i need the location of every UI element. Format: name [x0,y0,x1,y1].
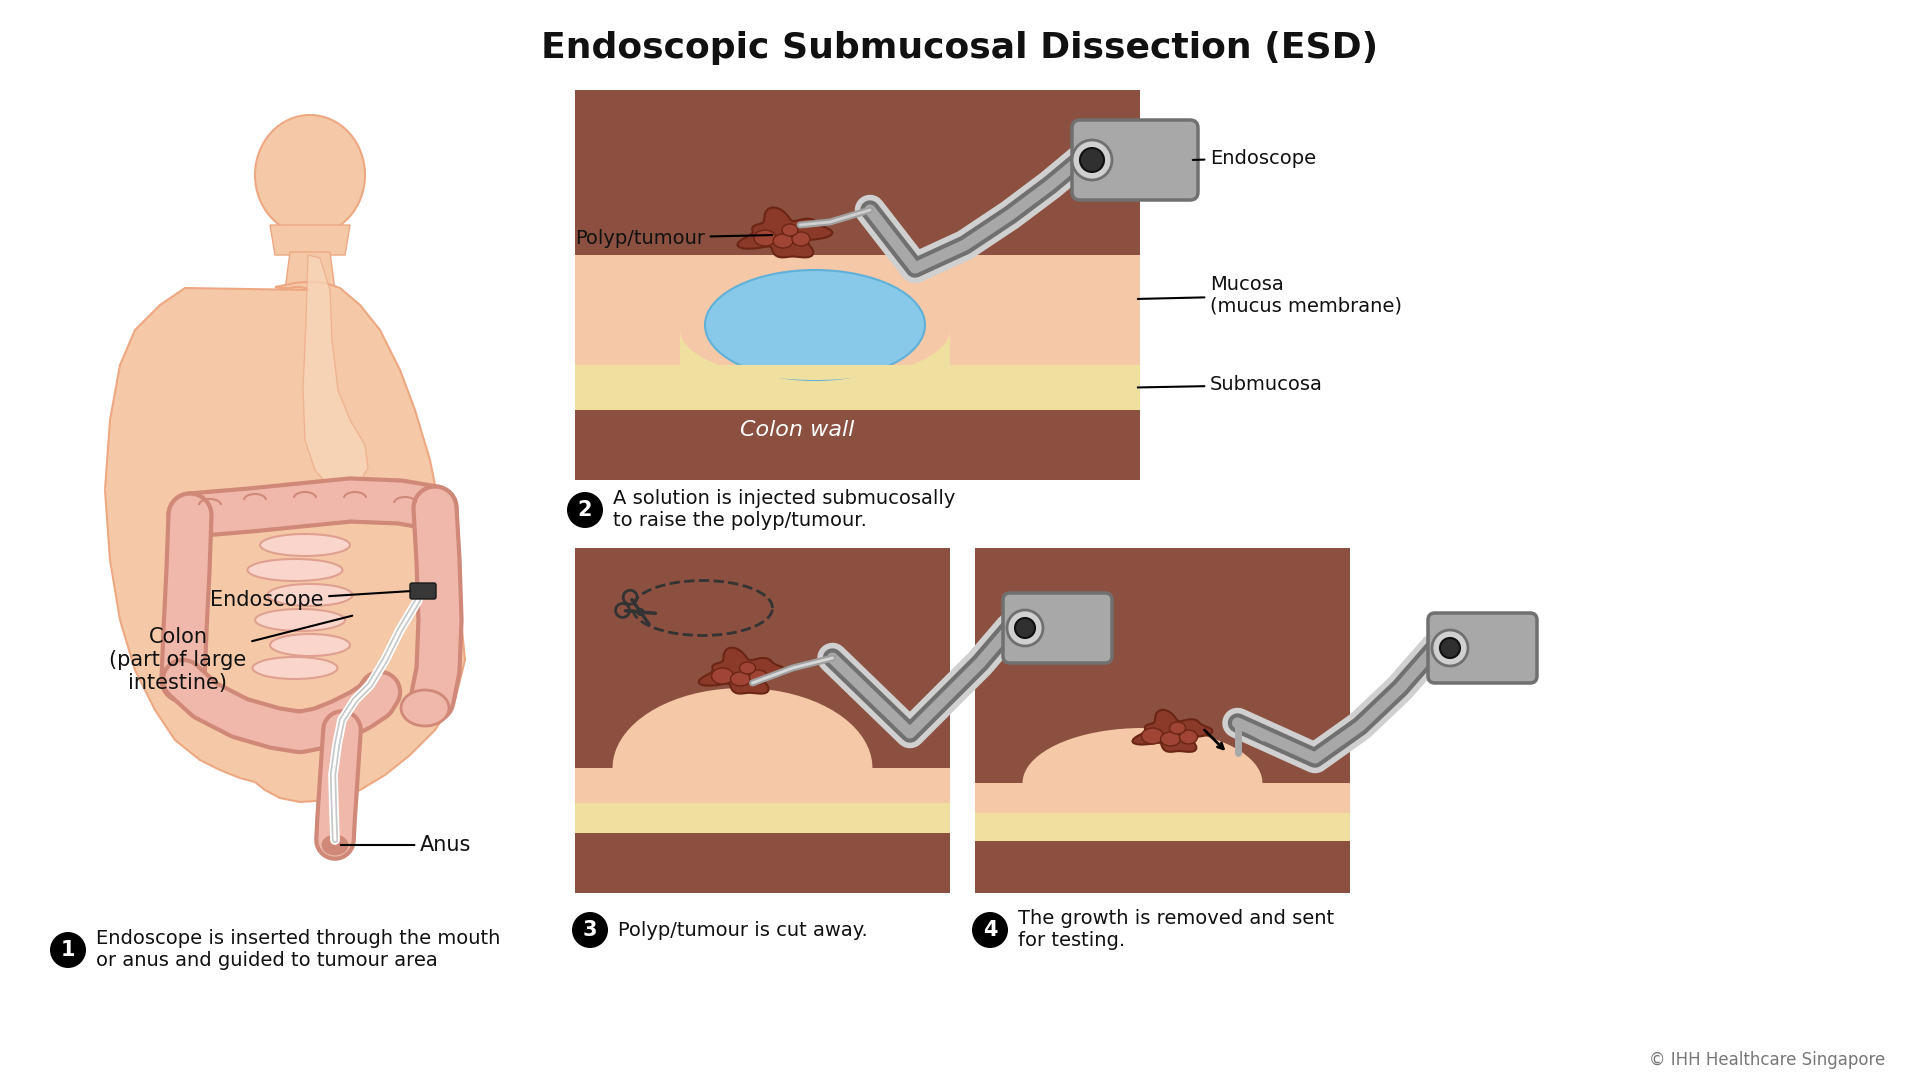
Text: Endoscopic Submucosal Dissection (ESD): Endoscopic Submucosal Dissection (ESD) [541,31,1379,65]
Ellipse shape [255,114,365,235]
Text: A solution is injected submucosally
to raise the polyp/tumour.: A solution is injected submucosally to r… [612,489,956,530]
FancyBboxPatch shape [1002,593,1112,663]
Polygon shape [574,548,950,893]
Circle shape [637,608,645,616]
Text: Endoscope: Endoscope [1192,148,1315,167]
Polygon shape [271,225,349,255]
Text: Anus: Anus [340,835,472,855]
Ellipse shape [323,836,348,854]
Ellipse shape [255,609,346,631]
Polygon shape [574,804,950,833]
Polygon shape [106,291,200,500]
Circle shape [572,912,609,948]
Ellipse shape [739,662,755,674]
Text: 4: 4 [983,920,996,940]
Text: Endoscope: Endoscope [209,590,409,610]
Ellipse shape [755,230,776,246]
FancyBboxPatch shape [1428,613,1538,683]
Polygon shape [699,648,787,693]
Polygon shape [1133,710,1213,752]
Ellipse shape [1169,723,1185,734]
Ellipse shape [271,634,349,656]
Ellipse shape [781,224,799,237]
Polygon shape [975,813,1350,841]
Text: The growth is removed and sent
for testing.: The growth is removed and sent for testi… [1018,909,1334,950]
Text: Submucosa: Submucosa [1139,376,1323,394]
Polygon shape [574,255,1140,365]
Ellipse shape [791,232,810,246]
Text: Colon wall: Colon wall [741,420,854,440]
Ellipse shape [705,270,925,380]
Polygon shape [975,548,1350,893]
Ellipse shape [774,234,793,248]
Polygon shape [574,90,1140,480]
Polygon shape [574,688,950,804]
Ellipse shape [267,584,353,606]
Polygon shape [303,255,369,492]
Circle shape [1071,140,1112,180]
Ellipse shape [401,690,449,726]
FancyBboxPatch shape [411,583,436,599]
Circle shape [1432,630,1469,666]
Circle shape [1006,610,1043,646]
Polygon shape [574,255,1140,365]
Ellipse shape [1160,732,1181,746]
Ellipse shape [253,657,338,679]
Ellipse shape [712,669,733,684]
Text: 3: 3 [584,920,597,940]
Polygon shape [106,282,465,802]
Circle shape [50,932,86,968]
Text: 1: 1 [61,940,75,960]
Ellipse shape [259,534,349,556]
Text: Polyp/tumour: Polyp/tumour [574,229,772,247]
Text: Endoscope is inserted through the mouth
or anus and guided to tumour area: Endoscope is inserted through the mouth … [96,930,501,971]
Text: Mucosa
(mucus membrane): Mucosa (mucus membrane) [1139,274,1402,315]
Ellipse shape [1142,728,1164,744]
Ellipse shape [248,559,342,581]
Polygon shape [574,330,1140,410]
Ellipse shape [730,672,751,686]
Polygon shape [284,252,334,291]
Polygon shape [574,365,1140,410]
Text: Polyp/tumour is cut away.: Polyp/tumour is cut away. [618,920,868,940]
Circle shape [1016,618,1035,638]
Polygon shape [737,207,833,257]
Text: © IHH Healthcare Singapore: © IHH Healthcare Singapore [1649,1051,1885,1069]
Polygon shape [975,728,1350,813]
Text: Colon
(part of large
intestine): Colon (part of large intestine) [109,616,351,693]
Ellipse shape [1179,730,1198,744]
FancyBboxPatch shape [1071,120,1198,200]
Text: 2: 2 [578,500,591,519]
Circle shape [566,492,603,528]
Ellipse shape [749,670,768,684]
Circle shape [972,912,1008,948]
Circle shape [1440,638,1459,658]
Circle shape [1079,148,1104,172]
